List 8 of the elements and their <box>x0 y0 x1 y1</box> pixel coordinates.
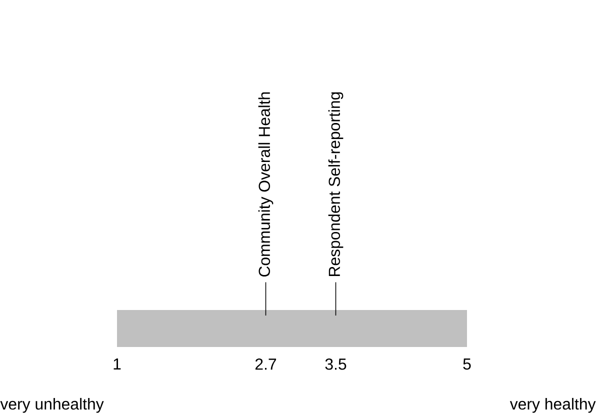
x-tick-label: 5 <box>463 358 471 370</box>
x-tick-label: 3.5 <box>325 358 346 370</box>
x-tick-label: 1 <box>114 358 121 370</box>
text: very healthy <box>510 398 596 413</box>
x-tick-label: 2.7 <box>255 358 276 370</box>
text: very unhealthy <box>0 398 104 413</box>
ref-line-label: Community Overall Health <box>258 92 274 277</box>
ref-line-label: Respondent Self-reporting <box>328 92 344 276</box>
